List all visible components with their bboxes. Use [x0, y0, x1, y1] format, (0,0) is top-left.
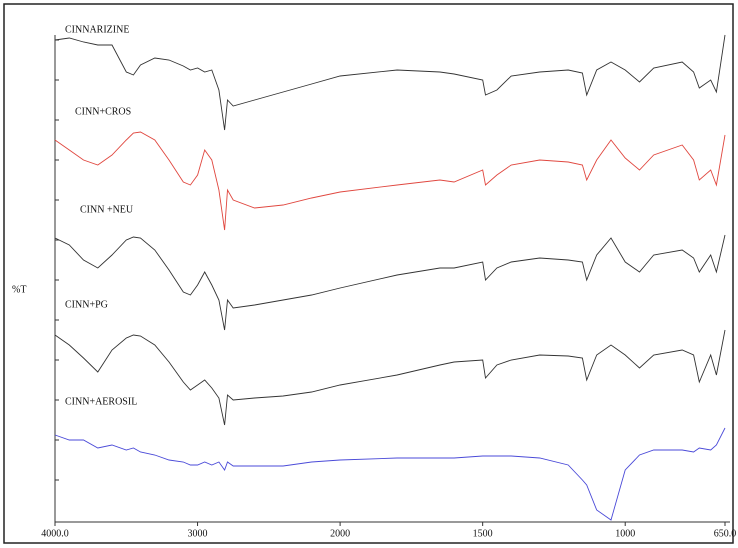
x-tick-label: 1500 — [473, 528, 493, 539]
series-label: CINN+CROS — [75, 106, 131, 117]
spectrum-line — [54, 234, 726, 331]
frame — [3, 3, 734, 544]
spectrum-line — [54, 131, 726, 231]
x-tick-label: 1000 — [615, 528, 635, 539]
spectrum-line — [54, 329, 726, 426]
series-label: CINN+PG — [65, 299, 108, 310]
spectrum-line — [54, 34, 726, 131]
spectrum-line — [54, 427, 726, 521]
series-label: CINNARIZINE — [65, 24, 129, 35]
x-tick-label: 4000.0 — [41, 528, 69, 539]
series-label: CINN +NEU — [80, 204, 134, 215]
x-tick-label: 650.0 — [714, 528, 737, 539]
x-tick-label: 2000 — [330, 528, 350, 539]
series-label: CINN+AEROSIL — [65, 396, 137, 407]
x-tick-label: 3000 — [188, 528, 208, 539]
y-axis-label: %T — [12, 284, 26, 295]
